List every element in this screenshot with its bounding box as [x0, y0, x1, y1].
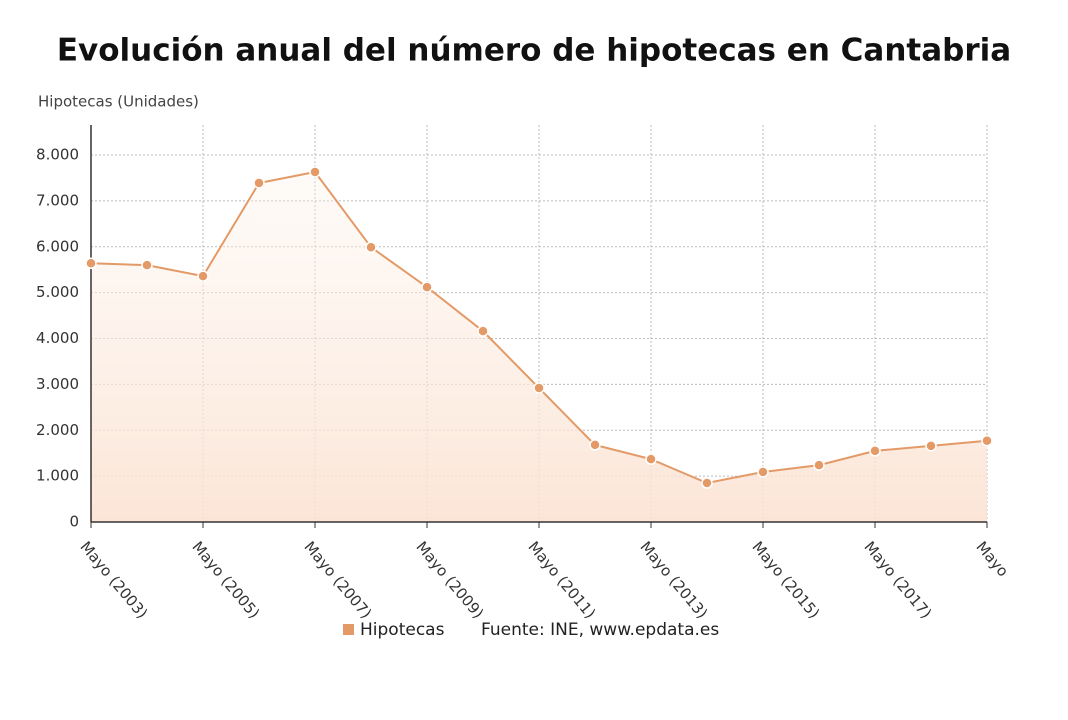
- point: [645, 453, 657, 465]
- legend-swatch: [343, 624, 354, 635]
- y-tick-label: 6.000: [36, 237, 79, 255]
- point: [981, 435, 993, 447]
- x-tick-label: Mayo (2003): [76, 538, 151, 622]
- point: [253, 177, 265, 189]
- y-tick-label: 5.000: [36, 283, 79, 301]
- area: [91, 171, 987, 522]
- point: [869, 445, 881, 457]
- y-tick-label: 8.000: [36, 146, 79, 164]
- y-tick-label: 2.000: [36, 421, 79, 439]
- x-tick-label: Mayo (2007): [300, 538, 375, 622]
- point: [365, 241, 377, 253]
- y-tick-label: 7.000: [36, 191, 79, 209]
- point: [589, 439, 601, 451]
- point: [141, 259, 153, 271]
- y-tick-label: 0: [69, 513, 79, 531]
- x-tick-label: Mayo (2015): [748, 538, 823, 622]
- source: Fuente: INE, www.epdata.es: [481, 620, 719, 640]
- point: [925, 440, 937, 452]
- x-tick-label: Mayo (2009): [412, 538, 487, 622]
- point: [197, 270, 209, 282]
- y-tick-label: 4.000: [36, 329, 79, 347]
- x-tick-label: Mayo (2017): [860, 538, 935, 622]
- x-tick-label: Mayo (2005): [188, 538, 263, 622]
- point: [701, 477, 713, 489]
- point: [477, 325, 489, 337]
- y-tick-label: 1.000: [36, 467, 79, 485]
- point: [757, 466, 769, 478]
- point: [421, 281, 433, 293]
- point: [309, 166, 321, 178]
- plot-area: 0 1.000 2.000 3.000 4.000 5.000 6.000 7.000 8.00…: [36, 125, 1012, 622]
- x-tick-label: Mayo (2013): [636, 538, 711, 622]
- legend-label: Hipotecas: [360, 620, 445, 640]
- x-tick-label: Mayo: [972, 538, 1012, 580]
- y-axis-label: Hipotecas (Unidades): [38, 93, 199, 111]
- point: [85, 257, 97, 270]
- y-tick-label: 3.000: [36, 375, 79, 393]
- point: [813, 459, 825, 471]
- point: [533, 382, 545, 394]
- x-tick-label: Mayo (2011): [524, 538, 599, 622]
- chart-title: Evolución anual del número de hipotecas …: [57, 33, 1011, 69]
